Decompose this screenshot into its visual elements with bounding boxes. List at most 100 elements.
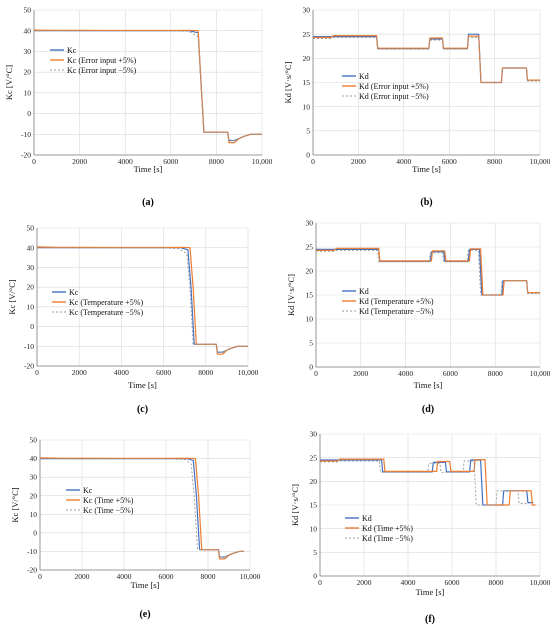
x-tick-label: 4000 [398,369,413,378]
legend-entry: Kd (Error input +5%) [359,82,429,91]
x-tick-label: 6000 [442,157,457,166]
x-tick-label: 0 [35,368,39,377]
legend-entry: Kc (Error input +5%) [67,56,136,65]
y-tick-label: 25 [310,453,318,462]
legend-entry: Kd [362,514,372,523]
series-line-2 [39,458,244,558]
x-axis-title: Time [s] [134,164,163,174]
y-tick-label: 20 [27,283,35,292]
chart-panel-b: 0 5 10 15 20 25 30 0 2000 4000 6000 8000 10,000 Time … [283,6,550,208]
legend-entry: Kc (Time −5%) [83,506,134,515]
y-tick-label: 10 [27,302,35,311]
legend-entry: Kd (Temperature −5%) [359,307,434,316]
x-tick-label: 10,000 [530,157,550,166]
x-tick-label: 8000 [209,157,224,166]
x-tick-label: 6000 [445,578,460,587]
y-axis-title: Kc [V/°C] [4,65,14,100]
series-line-1 [316,247,540,296]
legend-entry: Kc (Temperature +5%) [69,298,143,307]
panel-caption: (a) [142,197,154,208]
legend-entry: Kc (Error input −5%) [67,66,136,75]
y-tick-label: -10 [27,547,37,556]
series-line-0 [40,458,244,558]
legend-entry: Kd [359,287,369,296]
y-tick-label: 5 [313,548,317,557]
y-tick-label: 15 [310,501,318,510]
series-line-1 [39,457,244,560]
x-tick-label: 10,000 [530,369,550,378]
x-tick-label: 2000 [75,572,90,581]
x-tick-label: 2000 [357,578,372,587]
x-tick-label: 6000 [159,572,174,581]
legend-entry: Kc (Temperature −5%) [69,308,143,317]
y-tick-label: 0 [30,322,34,331]
y-tick-label: 40 [24,26,32,35]
y-tick-label: 30 [24,47,32,56]
legend-entry: Kd (Time −5%) [362,534,413,543]
y-tick-label: -20 [21,151,31,160]
legend-entry: Kd (Temperature +5%) [359,297,434,306]
x-tick-label: 2000 [353,369,368,378]
y-tick-label: 20 [306,267,314,276]
series-line-1 [33,29,262,144]
y-tick-label: 0 [313,572,317,581]
y-tick-label: 10 [306,315,314,324]
panel-caption: (e) [139,609,150,620]
chart-panel-c: -20 -10 0 10 20 30 40 50 0 2000 4000 6000 8000 10,000… [7,224,259,415]
y-tick-label: 40 [30,454,38,463]
y-tick-label: 5 [309,339,313,348]
y-tick-label: 15 [303,78,311,87]
y-tick-label: -20 [27,566,37,575]
series-line-2 [316,249,540,296]
y-tick-label: 5 [306,126,310,135]
y-tick-label: 50 [30,436,38,445]
series-line-0 [316,248,540,296]
panel-caption: (c) [137,404,148,415]
x-tick-label: 0 [38,572,42,581]
chart-panel-e: -20 -10 0 10 20 30 40 50 0 2000 4000 6000 8000 10,000… [10,436,261,620]
chart-panel-d: 0 5 10 15 20 25 30 0 2000 4000 6000 8000 10,000 Time … [286,219,550,415]
x-tick-label: 10,000 [530,578,550,587]
x-axis-title: Time [s] [414,380,443,390]
y-axis-title: Kd [V·s/°C] [283,61,293,103]
panel-caption: (d) [422,404,434,415]
legend-entry: Kd (Time +5%) [362,524,413,533]
x-tick-label: 6000 [443,369,458,378]
y-tick-label: 30 [303,6,311,15]
x-tick-label: 0 [318,578,322,587]
series-line-2 [320,460,529,506]
x-tick-label: 8000 [201,572,216,581]
y-tick-label: 0 [27,109,31,118]
x-tick-label: 0 [311,157,315,166]
y-tick-label: -20 [24,362,34,371]
y-tick-label: 20 [310,477,318,486]
x-tick-label: 8000 [198,368,213,377]
y-tick-label: 30 [27,263,35,272]
x-tick-label: 4000 [118,157,133,166]
panel-caption: (b) [420,197,432,208]
x-tick-label: 10,000 [238,368,259,377]
x-axis-title: Time [s] [412,164,441,174]
x-tick-label: 2000 [72,157,87,166]
series-line-1 [313,34,540,84]
legend-entry: Kc [69,288,79,297]
y-tick-label: 10 [24,88,32,97]
x-tick-label: 6000 [156,368,171,377]
x-tick-label: 4000 [396,157,411,166]
y-axis-title: Kc [V/°C] [10,487,20,522]
x-tick-label: 4000 [114,368,129,377]
y-tick-label: 30 [306,219,314,228]
x-axis-title: Time [s] [131,580,160,590]
x-tick-label: 8000 [487,157,502,166]
x-tick-label: 10,000 [240,572,261,581]
legend-entry: Kc [83,486,93,495]
series-line-2 [36,247,248,353]
x-tick-label: 10,000 [252,157,273,166]
y-tick-label: 20 [30,491,38,500]
x-axis-title: Time [s] [128,380,157,390]
x-tick-label: 4000 [401,578,416,587]
